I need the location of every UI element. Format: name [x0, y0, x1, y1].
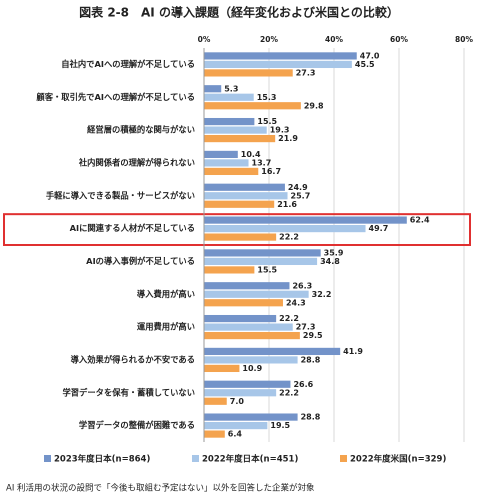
y-tick-label: 経営層の積極的な関与がない	[87, 125, 195, 135]
bar	[204, 200, 275, 208]
legend-swatch	[192, 455, 199, 462]
bar	[204, 356, 298, 364]
bar	[204, 413, 298, 421]
bar	[204, 299, 283, 307]
value-label: 6.4	[228, 430, 243, 439]
value-label: 10.4	[241, 150, 261, 159]
value-label: 21.9	[278, 134, 298, 143]
value-label: 41.9	[343, 347, 363, 356]
y-tick-label: 導入費用が高い	[137, 289, 195, 299]
x-tick-label: 40%	[325, 35, 343, 44]
legend-label: 2022年度米国(n=329)	[350, 454, 446, 465]
bar	[204, 159, 249, 167]
bar	[204, 290, 309, 298]
y-tick-label: 自社内でAIへの理解が不足している	[61, 59, 195, 69]
bar	[204, 397, 227, 405]
value-label: 15.5	[257, 265, 277, 274]
value-label: 15.5	[257, 117, 277, 126]
value-label: 62.4	[410, 216, 430, 225]
value-label: 27.3	[296, 68, 316, 77]
y-tick-label: AIに関連する人材が不足している	[70, 223, 195, 233]
legend-swatch	[340, 455, 347, 462]
bar	[204, 323, 293, 331]
y-tick-label: 社内関係者の理解が得られない	[78, 157, 195, 167]
bar	[204, 314, 277, 323]
value-label: 22.2	[279, 233, 299, 242]
bar	[204, 282, 290, 290]
chart-title: 図表 2-8 AI の導入課題（経年変化および米国との比較）	[79, 5, 399, 20]
value-label: 35.9	[324, 248, 344, 257]
bar	[204, 266, 255, 274]
value-label: 28.8	[301, 355, 321, 364]
value-label: 34.8	[320, 257, 340, 266]
bar	[204, 69, 293, 77]
bar	[204, 364, 240, 373]
bar	[204, 126, 267, 134]
value-label: 5.3	[224, 84, 238, 93]
value-label: 45.5	[355, 60, 375, 69]
bar	[204, 60, 352, 69]
bar	[204, 134, 276, 143]
bar	[204, 93, 254, 101]
y-tick-label: 導入効果が得られるか不安である	[71, 354, 195, 364]
bar	[204, 224, 366, 233]
value-label: 29.5	[303, 331, 323, 340]
bar	[204, 183, 285, 191]
value-label: 29.8	[304, 101, 324, 110]
value-label: 47.0	[360, 51, 380, 60]
value-label: 7.0	[230, 397, 245, 406]
bar	[204, 52, 357, 60]
bar	[204, 421, 268, 430]
y-tick-label: 学習データを保有・蓄積していない	[62, 387, 195, 397]
bar	[204, 430, 225, 438]
value-label: 25.7	[291, 191, 311, 200]
bar	[204, 331, 300, 340]
x-tick-label: 80%	[455, 35, 473, 44]
legend-label: 2022年度日本(n=451)	[202, 454, 298, 465]
value-label: 22.2	[279, 314, 299, 323]
bar	[204, 85, 222, 93]
x-tick-label: 0%	[198, 35, 211, 44]
bar	[204, 380, 291, 388]
bar	[204, 167, 259, 176]
value-label: 21.6	[277, 200, 297, 209]
bar	[204, 347, 341, 356]
value-label: 15.3	[257, 93, 277, 102]
value-label: 19.5	[270, 421, 290, 430]
bar	[204, 117, 255, 126]
value-label: 27.3	[296, 323, 316, 332]
y-tick-label: 学習データの整備が困難である	[79, 420, 195, 430]
x-tick-label: 20%	[260, 35, 278, 44]
bar	[204, 192, 288, 200]
bar	[204, 216, 407, 224]
value-label: 32.2	[312, 290, 332, 299]
value-label: 13.7	[252, 158, 272, 167]
value-label: 16.7	[261, 167, 281, 176]
bar	[204, 102, 301, 110]
bar	[204, 233, 277, 241]
legend-label: 2023年度日本(n=864)	[54, 454, 150, 465]
y-tick-label: AIの導入事例が不足している	[86, 256, 195, 266]
y-tick-label: 顧客・取引先でAIへの理解が不足している	[36, 92, 195, 102]
value-label: 10.9	[242, 364, 262, 373]
value-label: 28.8	[301, 413, 321, 422]
y-tick-label: 運用費用が高い	[137, 322, 195, 332]
value-label: 26.6	[293, 380, 313, 389]
legend-swatch	[44, 455, 51, 462]
bar	[204, 249, 321, 257]
value-label: 26.3	[292, 281, 312, 290]
value-label: 19.3	[270, 126, 290, 135]
footnote: AI 利活用の状況の設問で「今後も取組む予定はない」以外を回答した企業が対象	[6, 483, 315, 494]
y-tick-label: 手軽に導入できる製品・サービスがない	[46, 190, 195, 200]
x-tick-label: 60%	[390, 35, 408, 44]
value-label: 49.7	[369, 224, 389, 233]
value-label: 24.9	[288, 183, 308, 192]
bar	[204, 150, 238, 159]
bar	[204, 389, 277, 397]
value-label: 24.3	[286, 298, 306, 307]
bar	[204, 257, 318, 266]
highlight-box	[3, 213, 471, 247]
value-label: 22.2	[279, 388, 299, 397]
